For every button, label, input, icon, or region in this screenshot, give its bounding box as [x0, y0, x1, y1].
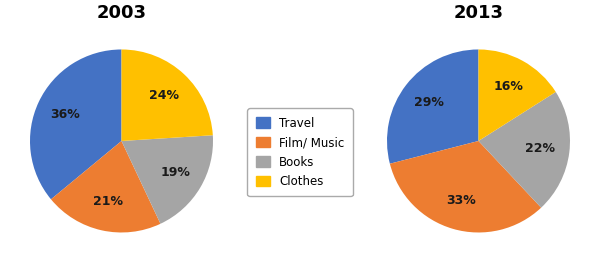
Text: 22%: 22% [525, 142, 555, 155]
Text: 36%: 36% [50, 108, 80, 121]
Wedge shape [121, 49, 213, 141]
Text: 33%: 33% [446, 194, 476, 207]
Text: 21%: 21% [93, 195, 123, 208]
Wedge shape [387, 49, 479, 164]
Text: 24%: 24% [149, 89, 179, 102]
Wedge shape [390, 141, 541, 232]
Legend: Travel, Film/ Music, Books, Clothes: Travel, Film/ Music, Books, Clothes [247, 109, 353, 196]
Text: 16%: 16% [494, 80, 523, 93]
Wedge shape [51, 141, 160, 232]
Text: 19%: 19% [160, 166, 190, 179]
Title: 2013: 2013 [454, 4, 503, 22]
Wedge shape [121, 135, 213, 224]
Title: 2003: 2003 [97, 4, 146, 22]
Wedge shape [30, 49, 121, 199]
Wedge shape [479, 92, 570, 208]
Wedge shape [479, 49, 556, 141]
Text: 29%: 29% [415, 96, 444, 109]
